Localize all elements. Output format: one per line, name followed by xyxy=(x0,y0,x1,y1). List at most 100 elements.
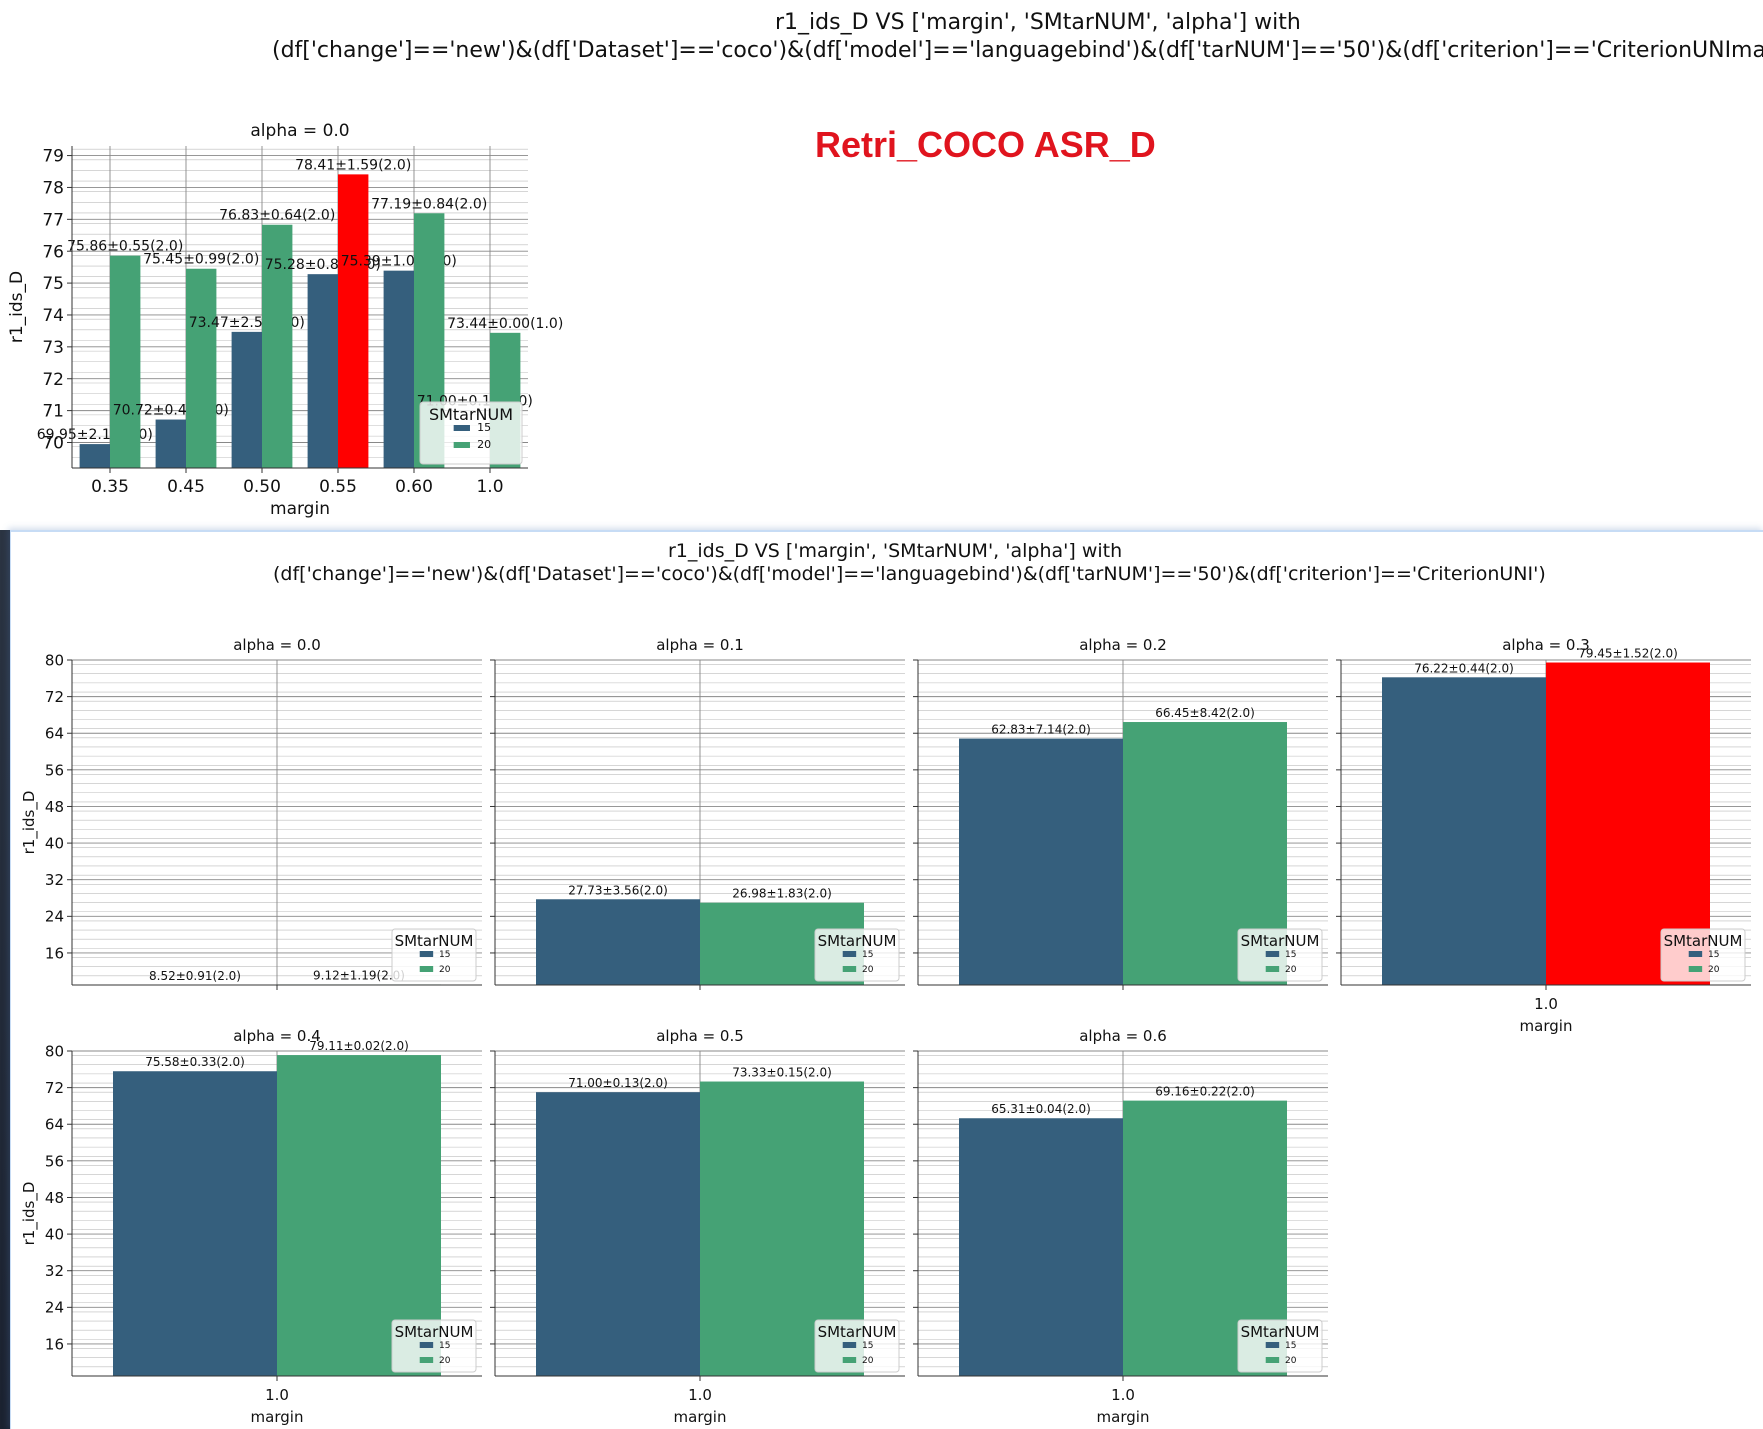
y-tick-label: 74 xyxy=(42,306,64,326)
legend-title: SMtarNUM xyxy=(395,932,474,950)
bar-15-0.55 xyxy=(307,274,338,468)
y-tick-label: 40 xyxy=(45,1225,64,1243)
bar-15-1.0 xyxy=(113,1071,277,1376)
data-label: 73.33±0.15(2.0) xyxy=(732,1066,832,1080)
x-tick-label: 0.60 xyxy=(395,477,433,497)
panel-title: alpha = 0.0 xyxy=(233,636,321,654)
bar-15-0.35 xyxy=(79,444,110,468)
panel-grid-1: alpha = 0.0 16 24 32 40 48 56 64 72 80 8.52±0.91(2… xyxy=(20,636,482,990)
data-label: 9.12±1.19(2.0) xyxy=(313,968,405,982)
bar-15-0.50 xyxy=(231,331,262,468)
y-tick-label: 79 xyxy=(42,147,64,167)
x-tick-label: 0.55 xyxy=(319,477,357,497)
legend-title: SMtarNUM xyxy=(395,1323,474,1341)
x-tick-label: 1.0 xyxy=(1111,1386,1135,1404)
legend-entry-15: 15 xyxy=(862,1341,873,1351)
top-figure-title-line-1: r1_ids_D VS ['margin', 'SMtarNUM', 'alph… xyxy=(775,10,1301,35)
legend-box xyxy=(419,401,523,465)
bar-15-1.0 xyxy=(536,1092,700,1376)
legend-swatch-20 xyxy=(842,966,857,972)
y-tick-label: 56 xyxy=(45,761,64,779)
legend-box xyxy=(1237,1319,1323,1373)
y-tick-label: 48 xyxy=(45,1189,64,1207)
y-axis-label: r1_ids_D xyxy=(7,271,27,343)
bar-15-1.0 xyxy=(959,738,1123,985)
data-label: 8.52±0.91(2.0) xyxy=(149,969,241,983)
panel-grid-6: alpha = 0.5 1.0 71.00±0.13(2.0) 73.33±0.15(… xyxy=(490,1027,905,1426)
legend-entry-20: 20 xyxy=(1708,965,1720,975)
legend-entry-15: 15 xyxy=(439,1341,450,1351)
data-label: 65.31±0.04(2.0) xyxy=(991,1102,1091,1116)
y-tick-label: 71 xyxy=(42,402,64,422)
retri-coco-annotation: Retri_COCO ASR_D xyxy=(815,124,1156,165)
background-window-edge xyxy=(0,530,10,1429)
x-tick-label: 0.45 xyxy=(167,477,205,497)
bar-20-0.45 xyxy=(186,268,217,468)
panel-grid-7: alpha = 0.6 1.0 65.31±0.04(2.0) 69.16±0.22(… xyxy=(913,1027,1328,1426)
y-tick-label: 80 xyxy=(45,651,64,669)
data-label: 73.44±0.00(1.0) xyxy=(447,316,563,332)
panel-grid-3: alpha = 0.2 62.83±7.14(2.0) 66.45±8.42(2.0… xyxy=(913,636,1328,990)
legend-entry-15: 15 xyxy=(439,950,450,960)
legend-swatch-15 xyxy=(453,425,470,431)
y-tick-label: 72 xyxy=(42,370,64,390)
y-tick-label: 73 xyxy=(42,338,64,358)
legend-swatch-20 xyxy=(419,966,434,972)
data-label: 78.41±1.59(2.0) xyxy=(295,157,411,173)
legend-box xyxy=(1237,928,1323,982)
y-tick-label: 40 xyxy=(45,834,64,852)
data-label: 75.58±0.33(2.0) xyxy=(145,1055,245,1069)
bar-15-0.60 xyxy=(383,270,414,468)
legend-swatch-15 xyxy=(419,1342,434,1348)
x-tick-label: 1.0 xyxy=(1534,995,1558,1013)
bottom-figure-title-line-1: r1_ids_D VS ['margin', 'SMtarNUM', 'alph… xyxy=(668,540,1123,562)
bar-20-0.55 xyxy=(338,174,369,468)
legend-swatch-15 xyxy=(1265,1342,1280,1348)
y-tick-label: 32 xyxy=(45,871,64,889)
facet-grid-window: r1_ids_D VS ['margin', 'SMtarNUM', 'alph… xyxy=(10,530,1763,1429)
legend-box xyxy=(814,1319,900,1373)
x-axis-label: margin xyxy=(1520,1017,1573,1035)
legend-swatch-20 xyxy=(842,1357,857,1363)
legend-entry-20: 20 xyxy=(862,965,874,975)
y-tick-label: 64 xyxy=(45,1116,64,1134)
data-label: 76.22±0.44(2.0) xyxy=(1414,661,1514,675)
legend-swatch-20 xyxy=(1265,966,1280,972)
y-tick-label: 72 xyxy=(45,1079,64,1097)
panel-title: alpha = 0.5 xyxy=(656,1027,744,1045)
data-label: 75.45±0.99(2.0) xyxy=(143,252,259,268)
panel-title: alpha = 0.1 xyxy=(656,636,744,654)
y-tick-label: 77 xyxy=(42,210,64,230)
panel-grid-2: alpha = 0.1 27.73±3.56(2.0) 26.98±1.83(2.0… xyxy=(490,636,905,990)
x-axis-label: margin xyxy=(674,1408,727,1426)
panel-title: alpha = 0.4 xyxy=(233,1027,321,1045)
y-tick-label: 72 xyxy=(45,688,64,706)
facet-grid-chart: alpha = 0.0 16 24 32 40 48 56 64 72 80 8.52±0.91(2… xyxy=(20,636,1751,1426)
bar-15-1.0 xyxy=(959,1118,1123,1376)
data-label: 79.45±1.52(2.0) xyxy=(1578,647,1678,661)
legend-box xyxy=(1660,928,1746,982)
x-tick-label: 0.35 xyxy=(91,477,129,497)
legend-swatch-15 xyxy=(842,1342,857,1348)
y-tick-label: 16 xyxy=(45,1335,64,1353)
y-tick-label: 32 xyxy=(45,1262,64,1280)
panel-title: alpha = 0.6 xyxy=(1079,1027,1167,1045)
y-tick-label: 64 xyxy=(45,725,64,743)
legend-title: SMtarNUM xyxy=(1241,1323,1320,1341)
y-tick-label: 80 xyxy=(45,1042,64,1060)
x-tick-label: 0.50 xyxy=(243,477,281,497)
data-label: 75.86±0.55(2.0) xyxy=(67,239,183,255)
legend-entry-15: 15 xyxy=(1285,950,1296,960)
x-tick-label: 1.0 xyxy=(476,477,503,497)
legend-entry-20: 20 xyxy=(1285,965,1297,975)
bottom-figure-title-line-2: (df['change']=='new')&(df['Dataset']=='c… xyxy=(273,563,1546,585)
legend-title: SMtarNUM xyxy=(818,1323,897,1341)
x-axis-label: margin xyxy=(270,499,330,519)
legend-swatch-20 xyxy=(453,442,470,448)
legend-title: SMtarNUM xyxy=(818,932,897,950)
